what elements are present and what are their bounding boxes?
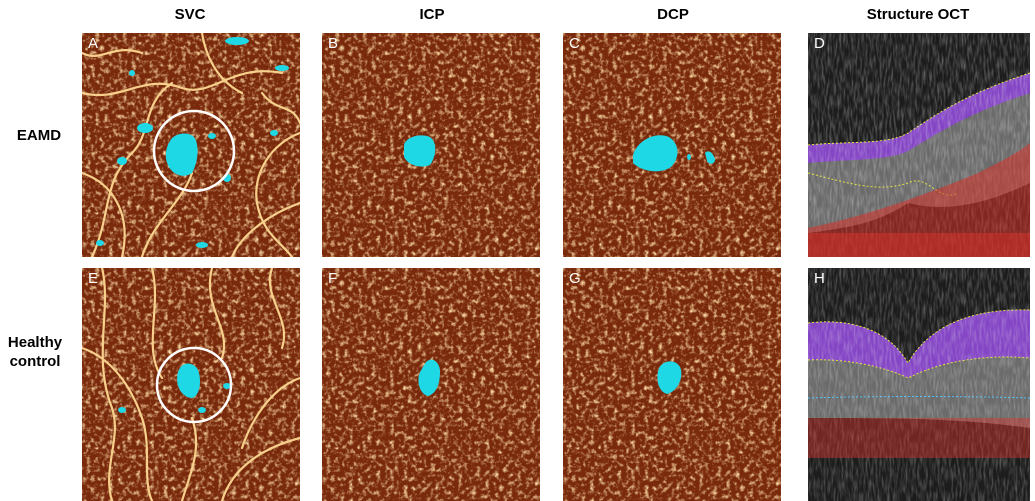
panel-f-icp-healthy: F — [322, 268, 540, 501]
faz-circle — [155, 346, 233, 424]
panel-g-dcp-healthy: G — [563, 268, 781, 501]
angiogram-image — [563, 33, 781, 257]
angiogram-image — [322, 33, 540, 257]
column-header-structure-oct: Structure OCT — [866, 6, 970, 23]
panel-c-dcp-eamd: C — [563, 33, 781, 257]
panel-label-f: F — [328, 270, 338, 287]
panel-label-a: A — [88, 35, 99, 52]
column-header-svc: SVC — [174, 6, 206, 23]
angiogram-image — [322, 268, 540, 501]
oct-bscan-image — [808, 268, 1030, 501]
panel-label-b: B — [328, 35, 339, 52]
panel-b-icp-eamd: B — [322, 33, 540, 257]
column-header-dcp: DCP — [657, 6, 689, 23]
row-label-eamd: EAMD — [0, 126, 78, 145]
panel-label-h: H — [814, 270, 825, 287]
panel-d-structure-oct-eamd: D — [808, 33, 1030, 257]
faz-circle — [152, 109, 236, 193]
panel-label-c: C — [569, 35, 580, 52]
panel-a-svc-eamd: A — [82, 33, 300, 257]
column-header-icp: ICP — [419, 6, 445, 23]
oct-bscan-image — [808, 33, 1030, 257]
row-label-eamd-line: EAMD — [16, 127, 62, 144]
panel-label-e: E — [88, 270, 99, 287]
row-label-healthy-line-1: Healthy — [7, 334, 63, 351]
row-label-healthy-control: Healthy control — [0, 333, 70, 371]
panel-h-structure-oct-healthy: H — [808, 268, 1030, 501]
angiogram-image — [82, 268, 300, 501]
angiogram-image — [563, 268, 781, 501]
angiogram-image — [82, 33, 300, 257]
row-label-healthy-line-2: control — [9, 353, 61, 370]
panel-e-svc-healthy: E — [82, 268, 300, 501]
panel-label-d: D — [814, 35, 825, 52]
panel-label-g: G — [569, 270, 581, 287]
